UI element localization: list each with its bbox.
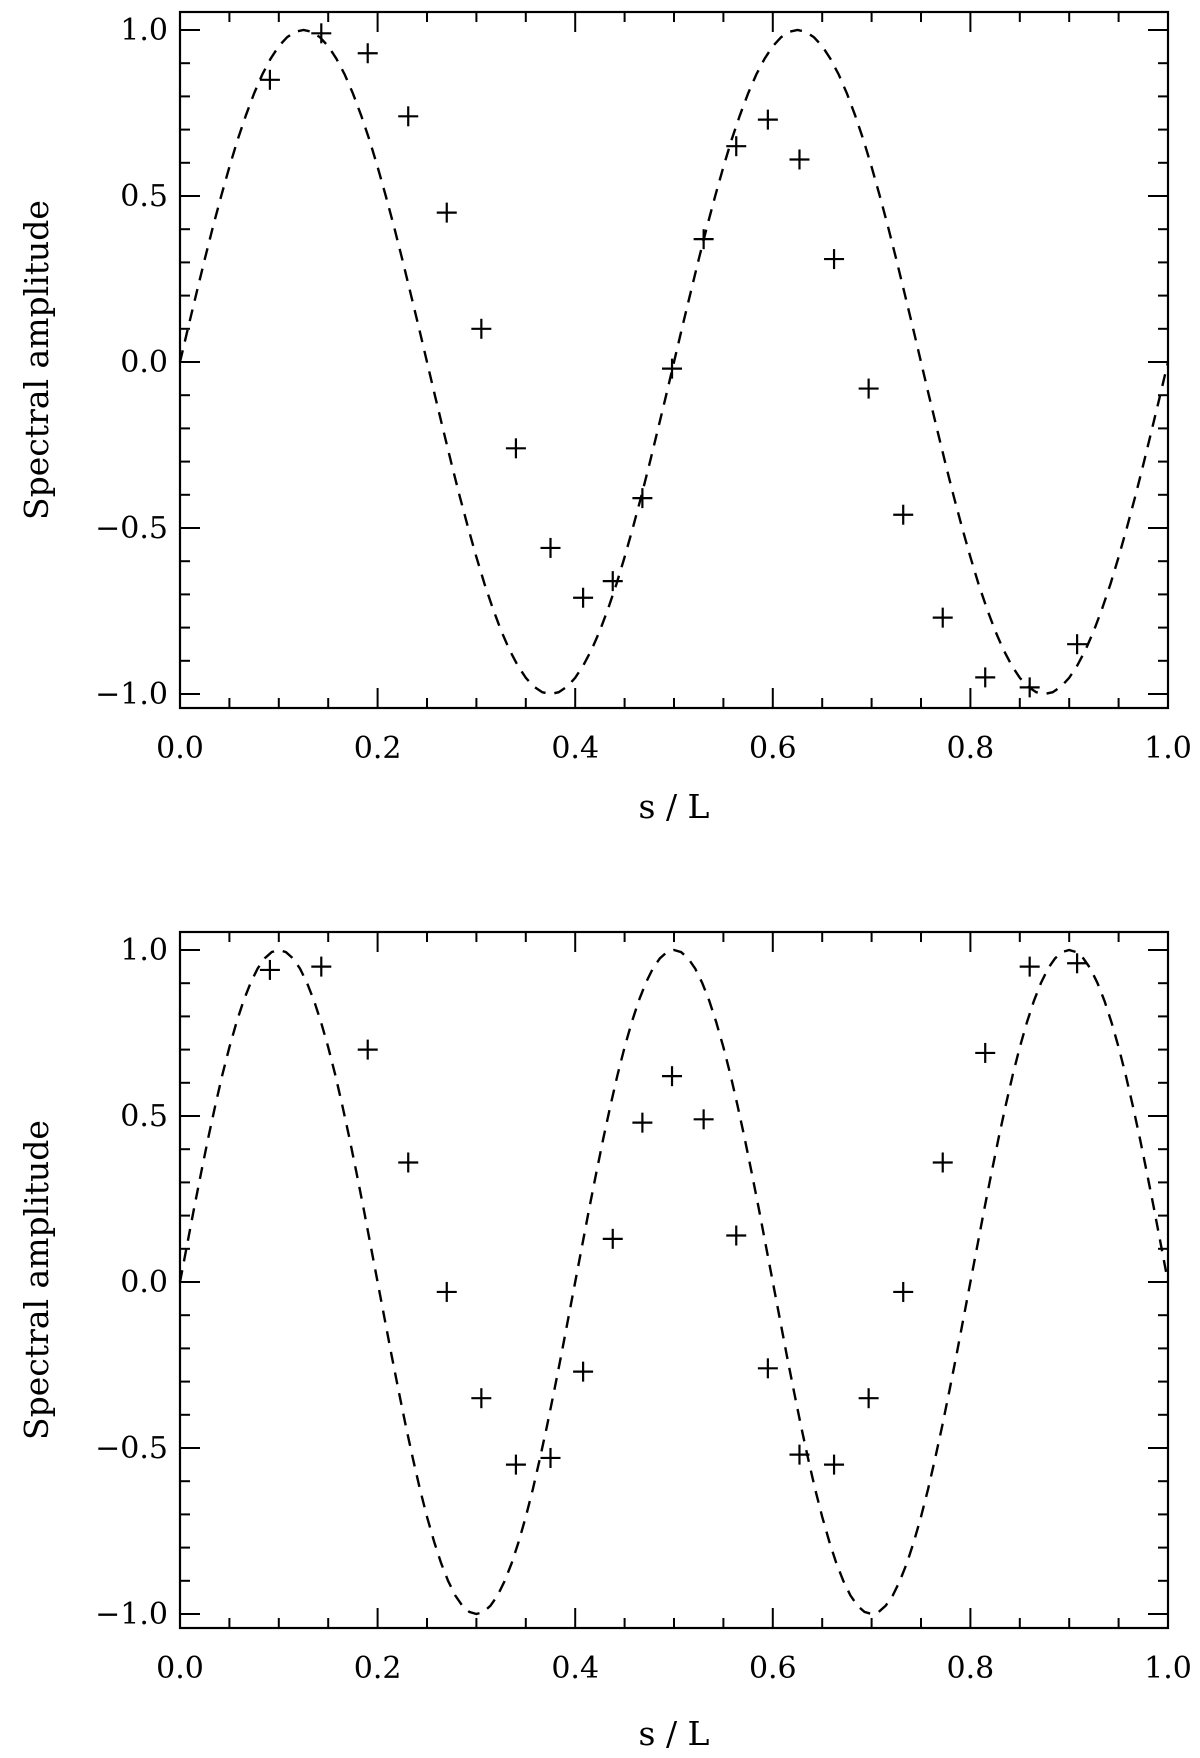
data-point-marker (693, 229, 714, 250)
data-point-marker (858, 1388, 879, 1409)
y-axis-title: Spectral amplitude (17, 200, 56, 520)
data-point-marker (540, 537, 561, 558)
data-point-marker (932, 1152, 953, 1173)
data-point-marker (932, 607, 953, 628)
data-point-marker (757, 1358, 778, 1379)
x-tick-label: 0.8 (947, 1651, 995, 1686)
data-point-marker (398, 1152, 419, 1173)
data-point-marker (1067, 953, 1088, 974)
data-point-marker (726, 136, 747, 157)
data-point-marker (1067, 634, 1088, 655)
x-tick-label: 1.0 (1144, 1651, 1192, 1686)
data-point-marker (824, 1454, 845, 1475)
y-tick-label: 1.0 (120, 933, 168, 968)
model-curve (178, 28, 1170, 696)
y-tick-label: −1.0 (95, 1597, 168, 1632)
y-tick-label: −0.5 (95, 511, 168, 546)
data-point-marker (311, 23, 332, 44)
data-point-marker (573, 587, 594, 608)
data-point-marker (471, 318, 492, 339)
data-point-marker (632, 1112, 653, 1133)
data-point-marker (789, 1444, 810, 1465)
data-point-marker (436, 202, 457, 223)
data-point-marker (726, 1225, 747, 1246)
data-point-marker (893, 504, 914, 525)
x-tick-label: 0.0 (156, 1651, 204, 1686)
top-panel: 0.0 0.2 0.4 0.6 0.8 1.0 1.0 0.5 0.0 −0.5 −1.0 s / L… (17, 10, 1192, 826)
data-point-marker (632, 488, 653, 509)
data-point-marker (357, 1039, 378, 1060)
x-tick-label: 0.2 (354, 731, 402, 766)
x-axis-title: s / L (639, 1714, 710, 1753)
data-point-marker (975, 1042, 996, 1063)
data-point-marker (662, 358, 683, 379)
y-tick-label: 1.0 (120, 13, 168, 48)
data-point-marker (824, 249, 845, 270)
data-point-marker (505, 438, 526, 459)
data-point-marker (259, 959, 280, 980)
x-tick-label: 0.6 (749, 1651, 797, 1686)
data-point-marker (540, 1447, 561, 1468)
y-tick-label: 0.0 (120, 1265, 168, 1300)
data-point-marker (311, 956, 332, 977)
y-tick-label: 0.0 (120, 345, 168, 380)
data-point-marker (471, 1388, 492, 1409)
data-point-marker (357, 43, 378, 64)
data-point-marker (573, 1361, 594, 1382)
plot-frame (178, 930, 1170, 1630)
data-point-marker (975, 667, 996, 688)
y-tick-label: 0.5 (120, 1099, 168, 1134)
data-point-marker (662, 1066, 683, 1087)
model-curve (178, 948, 1170, 1616)
y-tick-label: −0.5 (95, 1431, 168, 1466)
data-point-marker (436, 1281, 457, 1302)
x-tick-label: 0.6 (749, 731, 797, 766)
data-point-marker (693, 1109, 714, 1130)
x-tick-label: 0.4 (551, 1651, 599, 1686)
data-point-marker (505, 1454, 526, 1475)
data-point-marker (757, 109, 778, 130)
y-axis-title: Spectral amplitude (17, 1120, 56, 1440)
x-tick-label: 0.8 (947, 731, 995, 766)
x-tick-label: 0.4 (551, 731, 599, 766)
x-tick-label: 1.0 (1144, 731, 1192, 766)
data-point-marker (1019, 677, 1040, 698)
data-point-marker (1019, 956, 1040, 977)
y-tick-label: −1.0 (95, 677, 168, 712)
data-point-marker (858, 378, 879, 399)
data-point-marker (789, 149, 810, 170)
data-point-marker (398, 106, 419, 127)
data-point-marker (259, 69, 280, 90)
x-tick-label: 0.2 (354, 1651, 402, 1686)
x-tick-label: 0.0 (156, 731, 204, 766)
bottom-panel: 0.0 0.2 0.4 0.6 0.8 1.0 1.0 0.5 0.0 −0.5 −1.0 s / L… (17, 930, 1192, 1753)
data-point-marker (602, 571, 623, 592)
y-tick-label: 0.5 (120, 179, 168, 214)
data-point-marker (602, 1228, 623, 1249)
data-point-marker (893, 1281, 914, 1302)
x-axis-title: s / L (639, 787, 710, 826)
